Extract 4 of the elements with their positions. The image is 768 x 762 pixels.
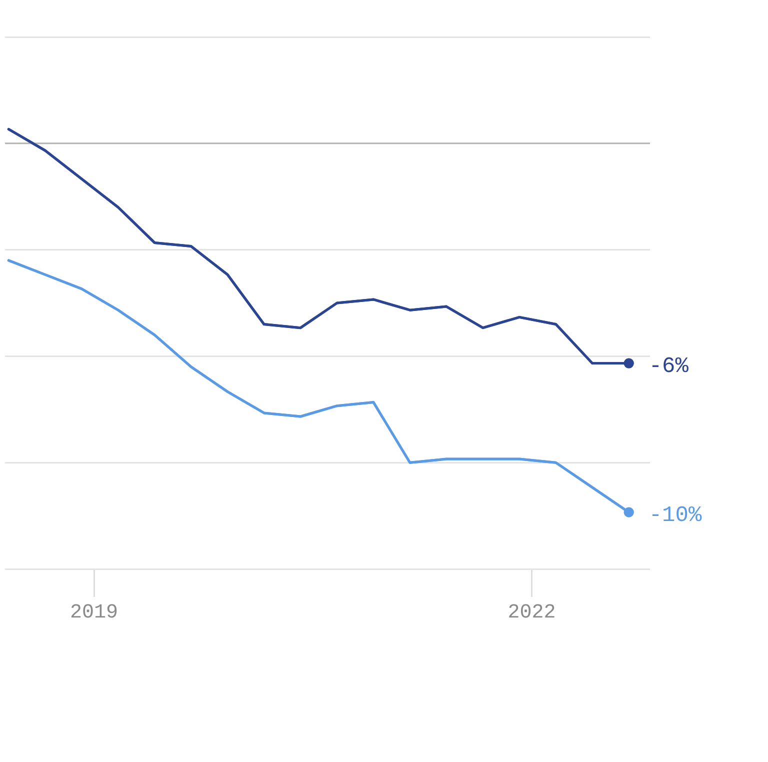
data-label: -10% (648, 503, 702, 528)
x-tick-label: 2022 (508, 601, 556, 624)
data-label: -6% (648, 354, 690, 380)
x-tick-label: 2019 (70, 601, 118, 624)
